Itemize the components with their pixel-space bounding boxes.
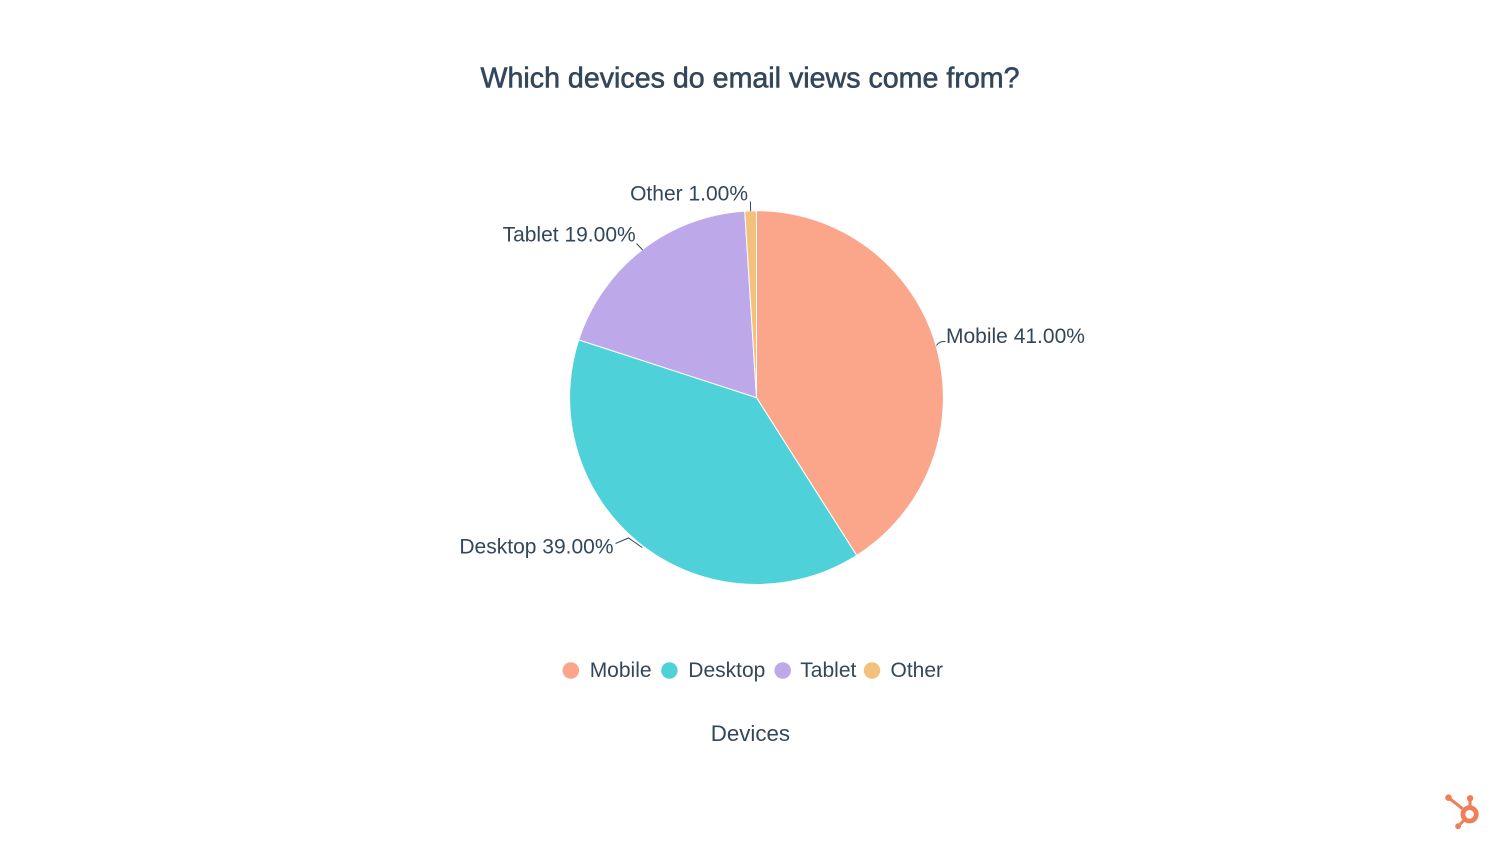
svg-text:Tablet: Tablet <box>800 659 856 682</box>
svg-text:Tablet 19.00%: Tablet 19.00% <box>503 224 636 247</box>
svg-text:Desktop 39.00%: Desktop 39.00% <box>459 536 613 559</box>
svg-text:Devices: Devices <box>711 721 790 746</box>
svg-text:Which devices do email views c: Which devices do email views come from? <box>481 63 1020 95</box>
svg-text:Other 1.00%: Other 1.00% <box>630 183 748 206</box>
svg-text:Mobile 41.00%: Mobile 41.00% <box>946 325 1085 348</box>
svg-text:Mobile: Mobile <box>590 659 652 682</box>
svg-text:Desktop: Desktop <box>688 659 765 682</box>
svg-text:Other: Other <box>891 659 944 682</box>
